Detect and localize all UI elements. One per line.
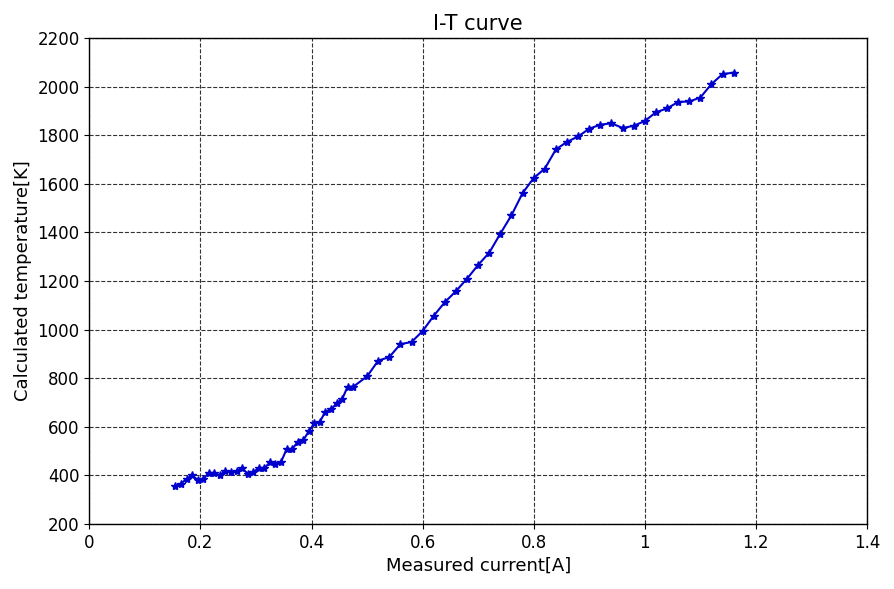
X-axis label: Measured current[A]: Measured current[A] xyxy=(385,557,570,575)
Y-axis label: Calculated temperature[K]: Calculated temperature[K] xyxy=(14,161,32,401)
Title: I-T curve: I-T curve xyxy=(434,14,523,34)
